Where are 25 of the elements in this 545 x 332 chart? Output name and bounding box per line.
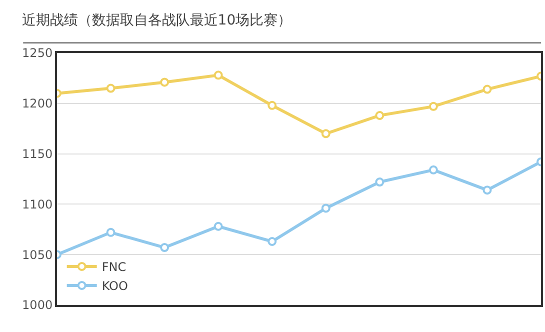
point [160, 78, 170, 87]
point [268, 100, 277, 110]
legend-label: FNC [102, 260, 126, 274]
point [214, 70, 223, 80]
legend-label: KOO [102, 279, 128, 294]
point [214, 222, 223, 231]
point [428, 102, 438, 111]
point [482, 84, 492, 94]
point [375, 178, 384, 187]
point [106, 228, 116, 237]
point [321, 129, 330, 138]
point [482, 186, 492, 195]
point [106, 84, 116, 93]
chart-title: 近期战绩（数据取自各战队最近10场比赛） [22, 12, 292, 29]
y-tick-label: 1150 [22, 147, 53, 161]
point [268, 237, 277, 246]
point [428, 165, 438, 174]
y-tick-label: 1100 [22, 197, 53, 212]
y-tick-label: 1050 [22, 248, 53, 262]
point [321, 204, 330, 213]
y-tick-label: 1000 [22, 298, 53, 312]
y-tick-label: 1200 [22, 96, 53, 111]
point [375, 111, 384, 120]
point [160, 243, 170, 252]
y-tick-label: 1250 [22, 46, 53, 60]
